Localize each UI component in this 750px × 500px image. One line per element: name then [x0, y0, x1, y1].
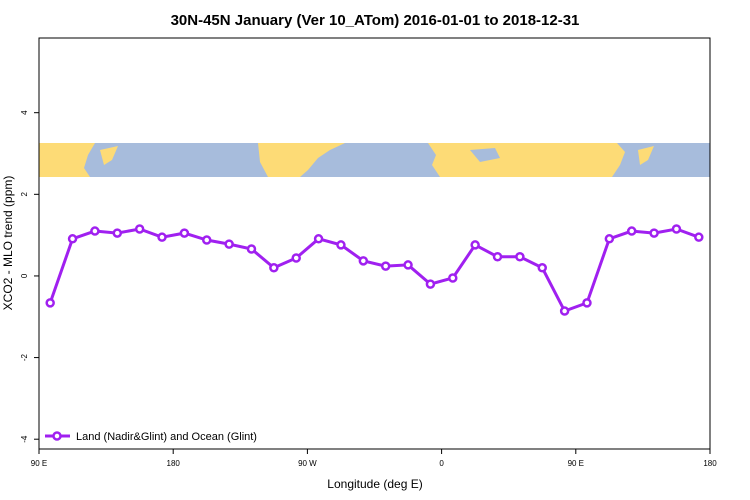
data-point	[313, 234, 324, 244]
data-point	[134, 224, 145, 234]
data-point	[336, 240, 346, 250]
x-tick-label: 90 E	[31, 459, 47, 468]
data-point	[425, 279, 436, 289]
data-point	[582, 298, 592, 308]
y-axis-label: XCO2 - MLO trend (ppm)	[1, 176, 15, 311]
land	[428, 143, 625, 177]
x-tick-label: 180	[167, 459, 181, 468]
y-tick-label: 0	[20, 273, 29, 278]
land	[638, 146, 654, 165]
chart-title: 30N-45N January (Ver 10_ATom) 2016-01-01…	[171, 12, 580, 29]
x-tick-label: 90 W	[298, 459, 317, 468]
land	[39, 143, 95, 177]
data-point	[403, 260, 413, 270]
y-tick-label: -2	[20, 353, 29, 361]
x-tick-label: 90 E	[568, 459, 584, 468]
land	[258, 143, 345, 177]
legend-marker	[52, 431, 62, 441]
map-strip	[39, 143, 710, 177]
data-point	[157, 232, 167, 242]
y-tick-label: 2	[20, 192, 29, 197]
data-point	[515, 252, 525, 262]
data-point	[559, 306, 570, 316]
x-axis-label: Longitude (deg E)	[327, 477, 422, 491]
x-tick-label: 0	[439, 459, 444, 468]
y-tick-label: -4	[20, 435, 29, 443]
data-point	[492, 252, 503, 262]
data-point	[291, 253, 301, 263]
data-point	[380, 261, 391, 271]
plot-frame	[38, 37, 711, 450]
series-line	[48, 227, 700, 313]
data-point	[470, 240, 480, 250]
y-tick-label: 4	[20, 110, 29, 115]
data-point	[649, 228, 659, 238]
data-point	[358, 256, 369, 266]
sea	[470, 148, 500, 162]
data-point	[112, 228, 123, 238]
data-point	[179, 228, 190, 238]
data-point	[45, 298, 55, 308]
x-tick-label: 180	[703, 459, 717, 468]
data-point	[269, 263, 279, 273]
data-point	[671, 224, 682, 234]
land	[100, 146, 118, 165]
data-point	[694, 232, 704, 242]
data-point	[202, 235, 212, 245]
data-point	[448, 273, 458, 283]
data-point	[224, 239, 234, 249]
data-point	[626, 226, 637, 236]
data-point	[67, 234, 78, 244]
data-point	[604, 234, 615, 244]
data-point	[537, 263, 547, 273]
data-point	[246, 244, 257, 254]
data-point	[90, 226, 100, 236]
legend-label: Land (Nadir&Glint) and Ocean (Glint)	[76, 431, 257, 443]
